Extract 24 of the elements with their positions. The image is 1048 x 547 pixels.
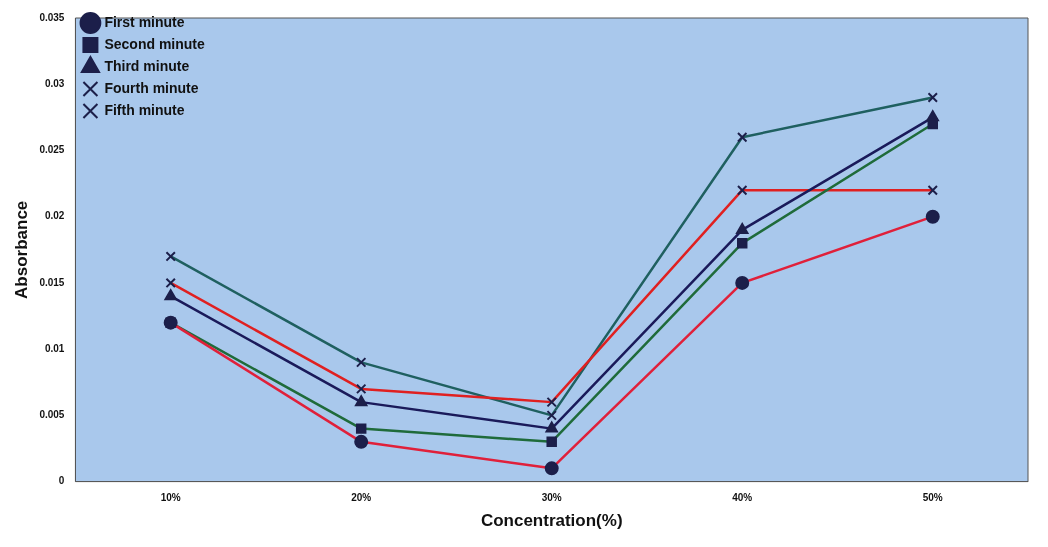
y-tick-label: 0.035 (39, 11, 65, 23)
point (736, 222, 749, 234)
legend-label: Fourth minute (104, 79, 199, 96)
y-tick-label: 0.03 (44, 77, 65, 89)
legend-label: First minute (104, 13, 185, 30)
x-tick-label: 40% (732, 492, 753, 504)
y-tick-label: 0.005 (39, 409, 65, 421)
y-axis-title: Absorbance (11, 200, 31, 299)
x-tick-label: 50% (922, 492, 943, 504)
x-tick-label: 30% (541, 492, 562, 504)
y-tick-label: 0.015 (39, 276, 65, 288)
point (355, 395, 368, 407)
legend-label: Third minute (104, 57, 190, 74)
y-tick-label: 0 (58, 475, 65, 487)
y-tick-label: 0.025 (39, 144, 65, 156)
y-tick-label: 0.01 (44, 342, 65, 354)
x-axis-title: Concentration(%) (480, 511, 623, 531)
point (545, 421, 558, 433)
x-tick-label: 10% (160, 492, 181, 504)
legend-label: Fifth minute (104, 101, 185, 118)
x-tick-label: 20% (351, 492, 372, 504)
y-tick-label: 0.02 (44, 210, 65, 222)
point (164, 289, 177, 301)
legend-label: Second minute (104, 35, 205, 52)
